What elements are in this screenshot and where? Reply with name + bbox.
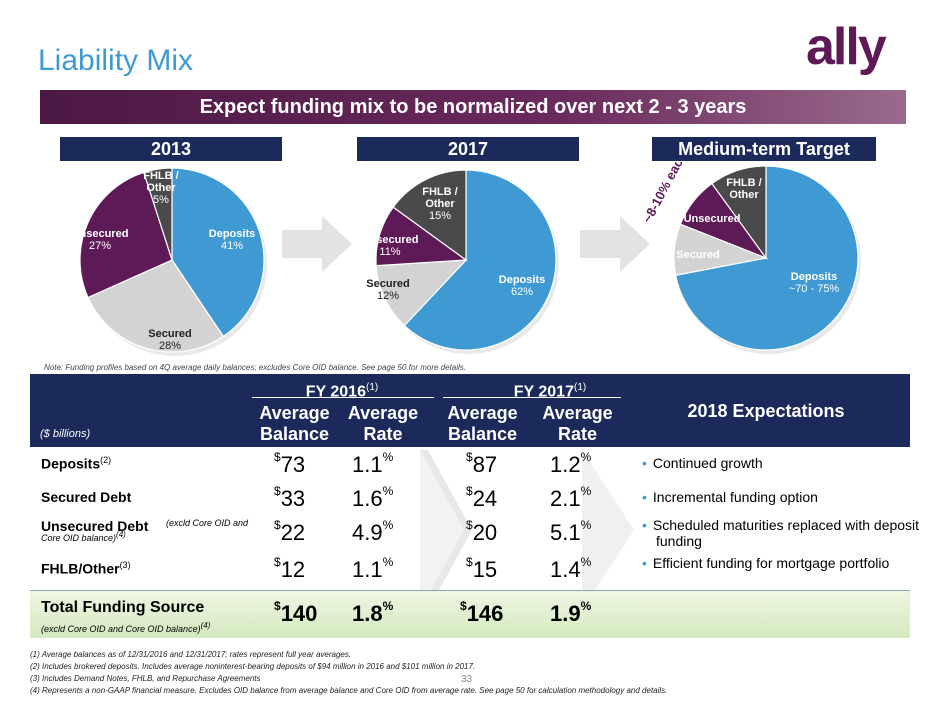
- header-avg-balance-2017: Average Balance: [447, 403, 518, 444]
- table-row-total: Total Funding Source (excld Core OID and…: [30, 590, 910, 638]
- ally-logo: ally: [806, 18, 906, 81]
- pie-slice-fhlb-other: [143, 167, 173, 261]
- headline-banner: Expect funding mix to be normalized over…: [40, 90, 906, 124]
- rate-2017: 5.1%: [550, 518, 592, 545]
- pie-label-fhlb-other: FHLB /: [143, 170, 178, 182]
- pie-slice-fhlb-other: [711, 165, 767, 260]
- rate-2017: 2.1%: [550, 484, 592, 511]
- balance-2017: $24: [466, 484, 498, 511]
- expectation-bullet: • Scheduled maturities replaced with depo…: [642, 517, 920, 549]
- units-label: ($ billions): [40, 428, 91, 440]
- rate-2016: 1.1%: [352, 450, 394, 477]
- pie-slice-deposits: [403, 169, 557, 351]
- pie-value-fhlb-other: 5%: [153, 194, 169, 206]
- row-label: Unsecured Debt: [41, 518, 149, 534]
- pie-value-secured: 12%: [377, 290, 399, 302]
- pie-slice-secured: [375, 259, 468, 327]
- arrow-right-icon: [282, 216, 352, 272]
- header-avg-rate-2017: Average Rate: [542, 403, 613, 444]
- pie-label-deposits: Deposits: [209, 228, 255, 240]
- table-row-deposits: Deposits(2) $73 1.1% $87 1.2% • Continued…: [30, 448, 910, 484]
- row-label: Secured Debt: [41, 489, 132, 505]
- year-header-2017: 2017: [357, 137, 579, 161]
- rate-2017: 1.2%: [550, 450, 592, 477]
- header-avg-rate-2016: Average Rate: [347, 403, 419, 444]
- table-row-unsecured-debt: Unsecured Debt (excld Core OID and Core …: [30, 514, 919, 558]
- pie-value-fhlb-other: 15%: [429, 210, 451, 222]
- table-row-secured-debt: Secured Debt $33 1.6% $24 2.1% • Incremen…: [30, 482, 910, 516]
- pie-label-deposits: Deposits: [499, 274, 545, 286]
- header-fy2016: FY 2016(1): [305, 382, 379, 401]
- header-divider: [252, 397, 434, 398]
- footnote: (3) Includes Demand Notes, FHLB, and Rep…: [30, 674, 261, 683]
- pie-label-fhlb-other: FHLB /: [726, 177, 761, 189]
- rate-2017: 1.4%: [550, 555, 592, 582]
- expectation-bullet: • Efficient funding for mortgage portfoli…: [642, 555, 890, 571]
- rate-2016: 1.1%: [352, 555, 394, 582]
- header-divider: [443, 397, 621, 398]
- pie-label-unsecured: Unsecured: [684, 213, 741, 225]
- rate-2017: 1.9%: [550, 599, 592, 626]
- year-header-2013: 2013: [60, 137, 282, 161]
- pie-value-deposits: ~70 - 75%: [789, 283, 840, 295]
- pie-label-fhlb-other: FHLB /: [422, 186, 457, 198]
- footnote: (1) Average balances as of 12/31/2016 an…: [30, 650, 352, 659]
- balance-2017: $20: [466, 518, 498, 545]
- pie-value-unsecured: 11%: [379, 246, 400, 258]
- ally-logo-text: ally: [806, 20, 887, 76]
- rate-2016: 1.6%: [352, 484, 394, 511]
- pie-chart-target: Deposits~70 - 75% Secured Unsecured FHLB /O…: [639, 162, 861, 354]
- row-sublabel: (excld Core OID and Core OID balance)(4): [41, 621, 211, 634]
- expectation-bullet: • Continued growth: [642, 455, 763, 471]
- pie-label-unsecured: Unsecured: [72, 228, 129, 240]
- row-label: Total Funding Source: [41, 599, 205, 616]
- funding-note: Note: Funding profiles based on 4Q avera…: [44, 363, 467, 372]
- pie-value-deposits: 62%: [511, 286, 533, 298]
- pie-slice-fhlb-other: [392, 169, 467, 262]
- balance-2016: $33: [274, 484, 306, 511]
- balance-2016: $12: [274, 555, 306, 582]
- chevron-right-icon: [420, 450, 472, 610]
- footnote: (4) Represents a non-GAAP financial meas…: [30, 686, 668, 695]
- pie-label-secured: Secured: [366, 278, 409, 290]
- arrow-right-icon: [580, 216, 650, 272]
- pie-label-fhlb-other: Other: [729, 189, 759, 201]
- row-label: FHLB/Other(3): [41, 560, 131, 577]
- footnote: (2) Includes brokered deposits. Includes…: [30, 662, 476, 671]
- page-number: 33: [461, 674, 473, 685]
- balance-2017: $87: [466, 450, 498, 477]
- balance-2016: $22: [274, 518, 306, 545]
- balance-2017: $15: [466, 555, 498, 582]
- header-avg-balance-2016: Average Balance: [259, 403, 330, 444]
- table-row-fhlb-other: FHLB/Other(3) $12 1.1% $15 1.4% • Efficie…: [30, 555, 910, 591]
- rate-2016: 1.8%: [352, 599, 394, 626]
- balance-2016: $73: [274, 450, 306, 477]
- pie-value-unsecured: 27%: [89, 240, 111, 252]
- row-label: Deposits(2): [41, 455, 112, 472]
- header-fy2017: FY 2017(1): [513, 382, 587, 401]
- pie-slice-deposits: [171, 167, 265, 338]
- balance-2016: $140: [274, 599, 318, 626]
- chevron-right-icon: [582, 450, 634, 610]
- row-sublabel: (excld Core OID and Core OID balance)(4): [41, 518, 249, 543]
- balance-2017: $146: [460, 599, 504, 626]
- expectation-bullet: • Incremental funding option: [642, 489, 818, 505]
- pie-label-secured: Secured: [676, 249, 719, 261]
- pie-label-deposits: Deposits: [791, 271, 837, 283]
- table-header: FY 2016(1) FY 2017(1) Average Balance Av…: [30, 374, 910, 447]
- pie-slice-unsecured: [79, 171, 173, 299]
- page-title: Liability Mix: [38, 44, 194, 77]
- pie-value-secured: 28%: [159, 340, 181, 352]
- pie-label-unsecured: Unsecured: [362, 234, 418, 246]
- header-2018-expectations: 2018 Expectations: [687, 401, 845, 421]
- year-header-target: Medium-term Target: [652, 137, 876, 161]
- rate-2016: 4.9%: [352, 518, 394, 545]
- pie-value-deposits: 41%: [221, 240, 243, 252]
- pie-label-fhlb-other: Other: [425, 198, 455, 210]
- pie-label-secured: Secured: [148, 328, 191, 340]
- pie-label-fhlb-other: Other: [146, 182, 176, 194]
- pie-callout: ~8-10% each: [639, 162, 689, 225]
